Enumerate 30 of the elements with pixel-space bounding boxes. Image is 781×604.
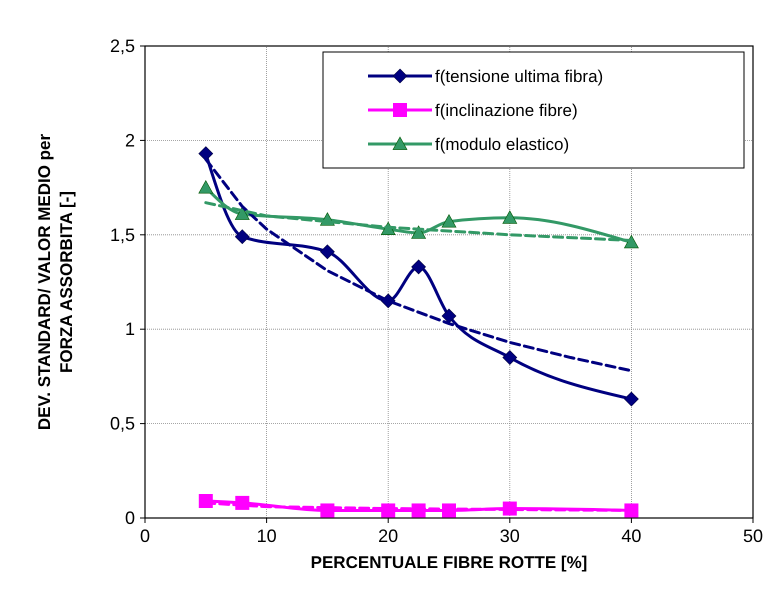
x-tick-label: 20: [378, 526, 398, 546]
x-tick-label: 10: [256, 526, 277, 546]
point: [502, 210, 518, 224]
legend-label: f(modulo elastico): [435, 135, 570, 154]
x-tick-label: 30: [500, 526, 520, 546]
point: [411, 226, 426, 239]
x-tick-label: 50: [742, 526, 764, 546]
x-tick-label: 0: [140, 526, 150, 546]
point: [198, 180, 214, 194]
point: [234, 229, 250, 244]
y-tick-label: 1: [124, 319, 135, 340]
y-axis-title: DEV. STANDARD/ VALOR MEDIO per FORZA ASSORBITA [-]: [35, 133, 76, 430]
point: [234, 206, 250, 220]
x-axis-title: PERCENTUALE FIBRE ROTTE [%]: [310, 553, 588, 572]
point: [320, 244, 335, 260]
y-tick-label: 2,5: [110, 36, 135, 56]
legend-label: f(tensione ultima fibra): [435, 67, 604, 86]
y-tick-label: 0,5: [110, 414, 135, 434]
x-tick-label: 40: [621, 526, 642, 546]
point: [442, 214, 456, 228]
point: [624, 235, 639, 248]
point: [198, 146, 214, 161]
y-tick-label: 1,5: [110, 224, 135, 245]
point: [411, 260, 426, 274]
point: [624, 392, 639, 406]
point: [502, 350, 518, 365]
point: [442, 308, 456, 324]
y-tick-label: 2: [124, 130, 135, 150]
y-tick-label: 0: [124, 508, 135, 528]
legend-label: f(inclinazione fibre): [435, 101, 578, 120]
